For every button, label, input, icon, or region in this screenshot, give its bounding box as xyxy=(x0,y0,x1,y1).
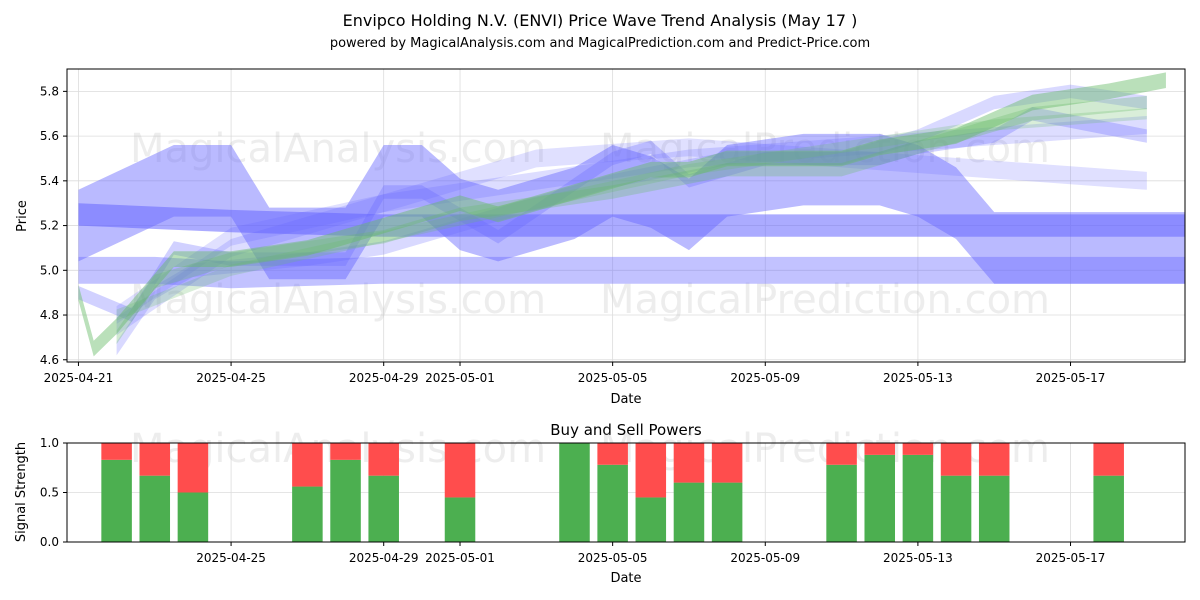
buy-bar xyxy=(597,464,628,542)
signal-x-tick-label: 2025-04-29 xyxy=(349,551,419,565)
watermark-top-2: MagicalPrediction.com xyxy=(600,126,1050,172)
sell-bar xyxy=(978,443,1010,476)
price-x-tick-label: 2025-04-29 xyxy=(349,371,419,385)
price-x-tick-label: 2025-04-25 xyxy=(196,371,266,385)
buy-bar xyxy=(673,482,705,542)
buy-bar xyxy=(864,454,896,542)
price-x-tick-label: 2025-05-01 xyxy=(425,371,495,385)
buy-bar xyxy=(368,475,399,542)
price-y-tick-label: 5.6 xyxy=(40,129,59,143)
price-y-tick-label: 5.2 xyxy=(40,219,59,233)
signal-x-tick-label: 2025-05-17 xyxy=(1036,551,1106,565)
sell-bar xyxy=(864,443,896,455)
price-x-axis-label: Date xyxy=(610,392,641,407)
sell-bar xyxy=(292,443,323,487)
sell-bar xyxy=(635,443,667,498)
price-x-tick-label: 2025-04-21 xyxy=(44,371,114,385)
wave-blue-2 xyxy=(78,256,1185,289)
signal-x-tick-label: 2025-05-13 xyxy=(883,551,953,565)
price-bands xyxy=(78,72,1185,357)
signal-x-axis-label: Date xyxy=(610,571,641,586)
wave-blue-3 xyxy=(78,107,1147,322)
signal-x-tick-label: 2025-05-01 xyxy=(425,551,495,565)
signal-x-ticks: 2025-04-25 2025-04-29 2025-05-01 2025-05-05… xyxy=(196,542,1105,565)
price-y-tick-label: 5.8 xyxy=(40,84,59,98)
sell-bar xyxy=(826,443,857,465)
trend-blue-5 xyxy=(116,115,1147,336)
price-x-tick-label: 2025-05-09 xyxy=(730,371,800,385)
buy-bar xyxy=(330,459,361,542)
price-plot-frame xyxy=(66,68,1186,363)
buy-bar xyxy=(940,475,972,542)
buy-bar xyxy=(177,492,209,542)
sell-bar xyxy=(673,443,705,483)
price-y-tick-label: 5.4 xyxy=(40,174,59,188)
buy-bar xyxy=(559,443,590,542)
sell-bar xyxy=(940,443,972,476)
watermark-top-4: MagicalPrediction.com xyxy=(600,277,1050,323)
wave-green-1 xyxy=(78,72,1166,357)
signal-y-ticks: 0.0 0.5 1.0 xyxy=(40,436,67,549)
sell-bar xyxy=(177,443,209,493)
buy-bar xyxy=(902,454,934,542)
signal-y-axis-label: Signal Strength xyxy=(14,442,29,542)
price-y-tick-label: 4.6 xyxy=(40,353,59,367)
sell-bar xyxy=(368,443,399,476)
signal-y-tick-label: 1.0 xyxy=(40,436,59,450)
sell-bar xyxy=(902,443,934,455)
sell-bar xyxy=(444,443,476,498)
signal-x-tick-label: 2025-05-09 xyxy=(730,551,800,565)
signal-y-tick-label: 0.5 xyxy=(40,486,59,500)
signal-x-tick-label: 2025-05-05 xyxy=(578,551,648,565)
sell-bar xyxy=(139,443,171,476)
signal-bars xyxy=(101,443,1124,542)
buy-bar xyxy=(826,464,857,542)
signal-title: Buy and Sell Powers xyxy=(550,421,702,439)
price-y-tick-label: 4.8 xyxy=(40,308,59,322)
buy-bar xyxy=(292,486,323,542)
watermark-top-1: MagicalAnalysis.com xyxy=(130,126,546,172)
buy-bar xyxy=(139,475,171,542)
sell-bar xyxy=(330,443,361,460)
buy-bar xyxy=(1093,475,1124,542)
signal-panel: Buy and Sell Powers MagicalAnalysis.com … xyxy=(14,421,1186,586)
buy-bar xyxy=(444,497,476,542)
sell-bar xyxy=(711,443,743,483)
wave-green-2 xyxy=(116,95,1147,345)
price-x-tick-label: 2025-05-05 xyxy=(578,371,648,385)
price-x-tick-label: 2025-05-13 xyxy=(883,371,953,385)
wave-blue-1 xyxy=(78,133,1185,284)
price-x-ticks: 2025-04-21 2025-04-25 2025-04-29 2025-05-01… xyxy=(44,362,1106,385)
signal-x-tick-label: 2025-04-25 xyxy=(196,551,266,565)
price-x-tick-label: 2025-05-17 xyxy=(1036,371,1106,385)
signal-y-tick-label: 0.0 xyxy=(40,535,59,549)
price-y-axis-label: Price xyxy=(15,200,30,232)
chart-title: Envipco Holding N.V. (ENVI) Price Wave T… xyxy=(343,11,858,30)
trend-blue-main xyxy=(78,203,1185,237)
chart-subtitle: powered by MagicalAnalysis.com and Magic… xyxy=(330,36,870,51)
sell-bar xyxy=(1093,443,1124,476)
buy-bar xyxy=(978,475,1010,542)
buy-bar xyxy=(635,497,667,542)
watermark-top-3: MagicalAnalysis.com xyxy=(130,277,546,323)
buy-bar xyxy=(101,459,132,542)
price-y-ticks: 4.6 4.8 5.0 5.2 5.4 5.6 5.8 xyxy=(40,84,67,367)
sell-bar xyxy=(597,443,628,465)
buy-bar xyxy=(711,482,743,542)
sell-bar xyxy=(101,443,132,460)
price-panel: MagicalAnalysis.com MagicalPrediction.co… xyxy=(15,68,1186,407)
price-y-tick-label: 5.0 xyxy=(40,263,59,277)
